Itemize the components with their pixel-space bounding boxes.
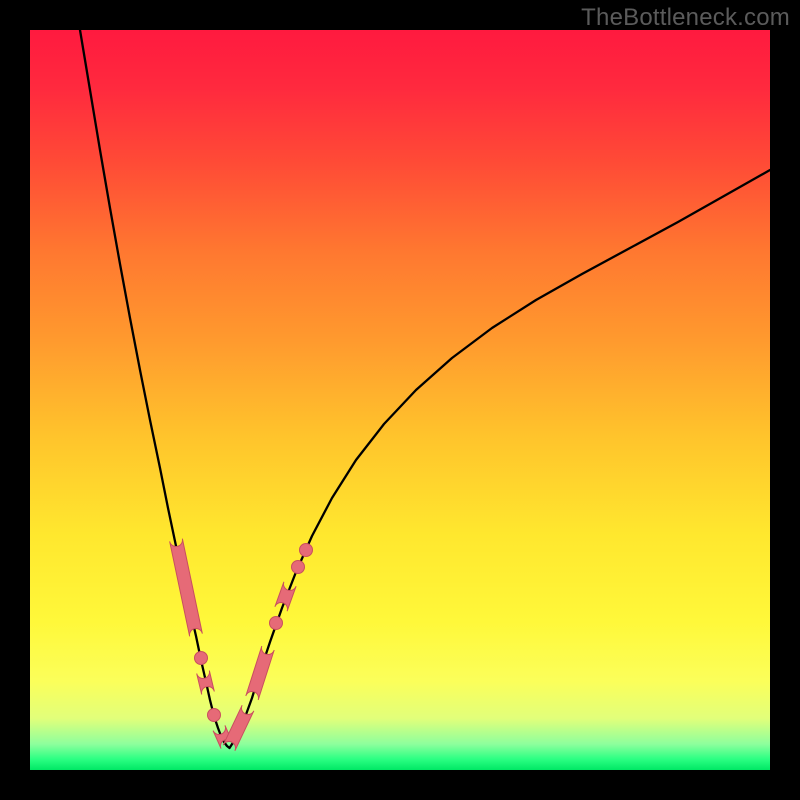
marker-dot	[270, 617, 283, 630]
marker-dot	[195, 652, 208, 665]
watermark-text: TheBottleneck.com	[581, 4, 790, 32]
stage: TheBottleneck.com	[0, 0, 800, 800]
plot-background	[30, 30, 770, 770]
marker-dot	[292, 561, 305, 574]
marker-dot	[208, 709, 221, 722]
plot-svg	[0, 0, 800, 800]
marker-dot	[300, 544, 313, 557]
